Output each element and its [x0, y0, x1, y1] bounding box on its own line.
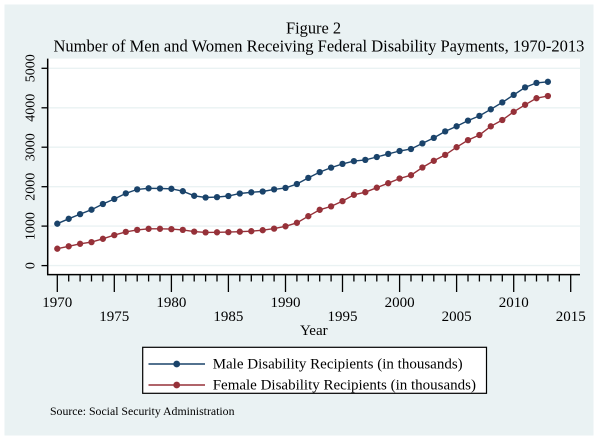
- svg-text:Year: Year: [300, 323, 328, 339]
- svg-text:2000: 2000: [23, 173, 38, 201]
- svg-text:1000: 1000: [23, 212, 38, 240]
- svg-text:4000: 4000: [23, 94, 38, 122]
- svg-text:1975: 1975: [99, 309, 129, 325]
- svg-text:Source: Social Security Admini: Source: Social Security Administration: [50, 404, 235, 418]
- svg-text:2000: 2000: [385, 295, 415, 311]
- svg-text:2010: 2010: [499, 295, 529, 311]
- svg-text:1995: 1995: [328, 309, 358, 325]
- svg-text:Female Disability Recipients (: Female Disability Recipients (in thousan…: [213, 377, 476, 393]
- svg-text:2005: 2005: [442, 309, 472, 325]
- svg-text:1980: 1980: [156, 295, 186, 311]
- svg-text:1970: 1970: [42, 295, 72, 311]
- svg-text:1985: 1985: [213, 309, 243, 325]
- svg-text:0: 0: [23, 262, 38, 269]
- svg-text:Number of Men and Women Receiv: Number of Men and Women Receiving Federa…: [54, 37, 585, 56]
- svg-text:Male Disability Recipients (in: Male Disability Recipients (in thousands…: [213, 356, 463, 372]
- svg-text:2015: 2015: [556, 309, 586, 325]
- svg-text:3000: 3000: [23, 133, 38, 161]
- svg-text:5000: 5000: [23, 54, 38, 82]
- svg-text:Figure 2: Figure 2: [286, 19, 341, 38]
- svg-text:1990: 1990: [271, 295, 301, 311]
